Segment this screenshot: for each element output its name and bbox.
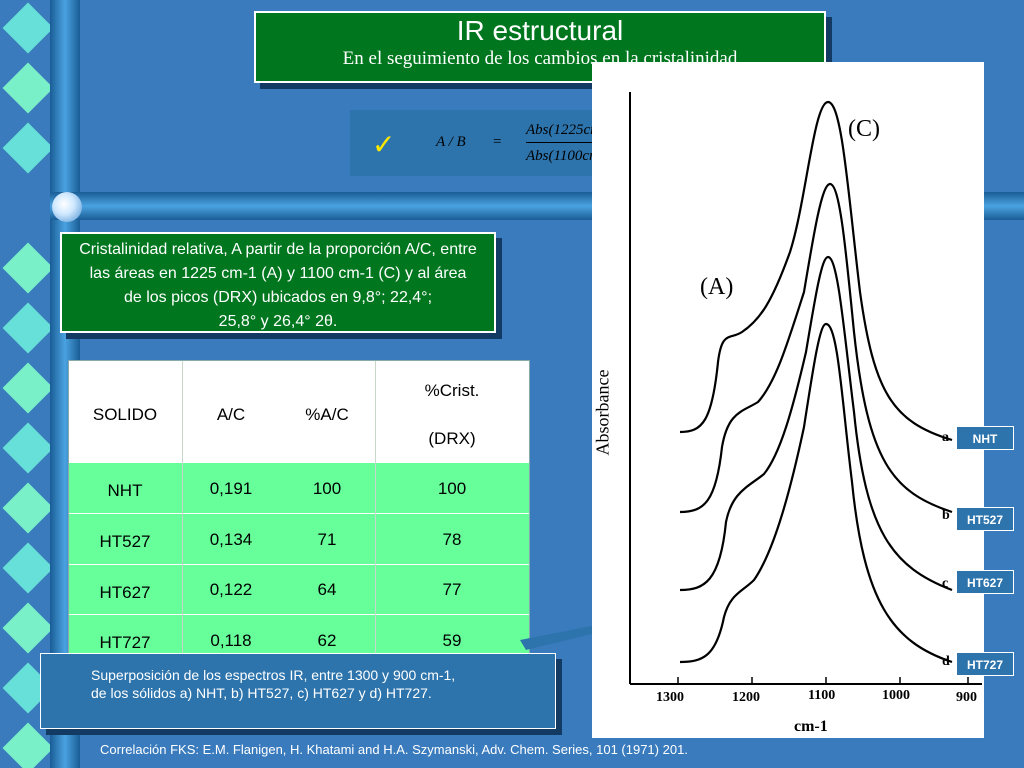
sample-tag-nht: NHT [956, 426, 1014, 450]
header-solido: SOLIDO [92, 405, 158, 424]
table-cell-solido: HT627 [99, 583, 151, 602]
decorative-diamond [2, 722, 54, 768]
footer-reference: Correlación FKS: E.M. Flanigen, H. Khata… [100, 742, 688, 757]
spectrum-curve-d [679, 322, 953, 664]
column-divider [182, 361, 183, 665]
curve-letter: c [942, 576, 949, 591]
curve-letter: b [942, 508, 950, 523]
decorative-diamond [2, 362, 54, 414]
decorative-diamond [2, 422, 54, 474]
sample-tag-ht527: HT527 [956, 507, 1014, 531]
decorative-diamond [2, 602, 54, 654]
table-cell-ac: 0,122 [209, 580, 253, 599]
row-divider [69, 513, 529, 514]
xtick-label: 1200 [732, 690, 760, 705]
spectrum-curve-b [679, 182, 953, 514]
ir-spectrum-panel: (C) (A) Absorbance 1300 1200 1100 1000 9… [592, 62, 984, 738]
spectrum-curves [679, 100, 953, 664]
table-cell-ac: 0,118 [210, 631, 252, 650]
ir-spectrum-plot [629, 92, 982, 685]
xtick-label: 1300 [656, 690, 684, 705]
decorative-diamond [2, 542, 54, 594]
xtick-label: 900 [956, 690, 977, 705]
header-pac: %A/C [305, 405, 349, 424]
sample-tag-ht627: HT627 [956, 570, 1014, 594]
table-cell-solido: NHT [107, 481, 143, 500]
curve-letter: a [942, 430, 949, 445]
table-header: SOLIDO A/C %A/C %Crist. (DRX) [69, 361, 529, 463]
peak-a-label: (A) [700, 274, 734, 300]
spectrum-ylabel: Absorbance [592, 369, 613, 456]
table-cell-ac: 0,134 [209, 530, 253, 549]
decorative-diamond [2, 62, 54, 114]
peak-c-label: (C) [848, 116, 880, 142]
table-cell-solido: HT727 [99, 633, 151, 652]
header-ac: A/C [216, 405, 246, 424]
decorative-diamond [2, 482, 54, 534]
decorative-pipe-joint [52, 192, 82, 222]
caption-line: Superposición de los espectros IR, entre… [91, 667, 456, 683]
spectrum-curve-a [679, 100, 953, 442]
caption-line: de los sólidos a) NHT, b) HT527, c) HT62… [91, 685, 432, 701]
table-cell-pac: 62 [317, 631, 337, 650]
table-body: NHT 0,191 100 100 HT527 0,134 71 78 HT62… [69, 463, 529, 665]
header-drx: (DRX) [428, 429, 476, 448]
crystallinity-table: SOLIDO A/C %A/C %Crist. (DRX) NHT 0,191 … [68, 360, 530, 666]
caption-box: Superposición de los espectros IR, entre… [40, 653, 556, 729]
description-line: las áreas en 1225 cm-1 (A) y 1100 cm-1 (… [89, 265, 467, 282]
table-cell-crist: 77 [442, 580, 462, 599]
sample-tag-ht727: HT727 [956, 652, 1014, 676]
xtick-label: 1000 [882, 688, 910, 703]
table-cell-pac: 64 [317, 580, 337, 599]
table-cell-crist: 59 [442, 631, 462, 650]
table-cell-pac: 100 [312, 479, 342, 498]
formula-equals: = [493, 134, 502, 150]
row-divider [69, 564, 529, 565]
column-divider [375, 361, 376, 665]
table-cell-solido: HT527 [99, 532, 151, 551]
row-divider [69, 614, 529, 615]
table-cell-crist: 78 [442, 530, 462, 549]
xtick-label: 1100 [808, 688, 836, 703]
spectrum-xlabel: cm-1 [794, 718, 828, 735]
decorative-diamond [2, 2, 54, 54]
header-crist: %Crist. [424, 381, 480, 400]
table-cell-ac: 0,191 [209, 479, 253, 498]
description-line: de los picos (DRX) ubicados en 9,8°; 22,… [123, 289, 433, 306]
decorative-diamond [2, 302, 54, 354]
spectrum-ticks [677, 677, 969, 684]
checkmark-icon: ✓ [372, 128, 396, 161]
spectrum-curve-c [679, 255, 953, 592]
decorative-diamond [2, 242, 54, 294]
table-cell-crist: 100 [437, 479, 467, 498]
formula-lhs: A / B [436, 134, 466, 150]
description-box: Cristalinidad relativa, A partir de la p… [60, 232, 496, 333]
curve-letter: d [942, 654, 950, 669]
decorative-diamond [2, 122, 54, 174]
description-line: 25,8° y 26,4° 2θ. [218, 313, 338, 330]
table-cell-pac: 71 [317, 530, 337, 549]
description-line: Cristalinidad relativa, A partir de la p… [79, 241, 477, 258]
page-title: IR estructural [456, 15, 624, 46]
